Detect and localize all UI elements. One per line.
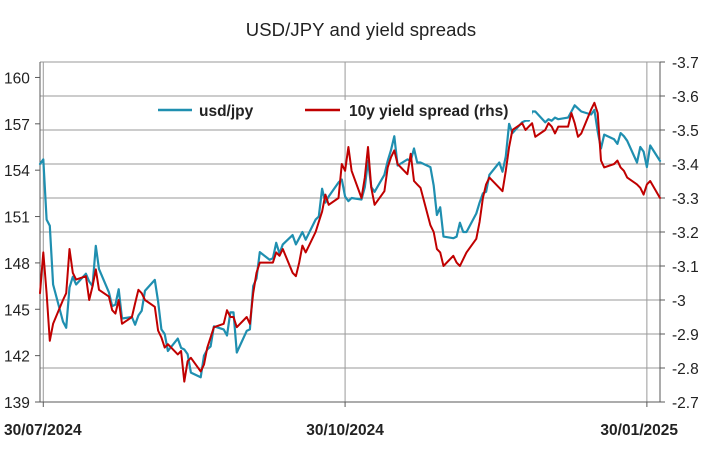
right-tick-label: -3.2 [672,225,699,242]
legend-label: 10y yield spread (rhs) [349,103,508,120]
right-tick-label: -2.7 [672,395,699,412]
left-tick-label: 142 [4,349,30,366]
left-tick-label: 139 [4,395,30,412]
legend-label: usd/jpy [199,103,254,120]
left-tick-label: 154 [4,163,30,180]
right-tick-label: -3 [672,293,686,310]
series-line-usd-jpy [38,104,662,379]
left-tick-label: 157 [4,117,30,134]
legend: usd/jpy 10y yield spread (rhs) [156,100,532,120]
right-tick-label: -2.8 [672,361,699,378]
axes: 139 142 145 148 151 154 157 160 -2.7 -2.8 -2.9 -3 -3… [4,55,699,439]
left-tick-label: 151 [4,210,30,227]
right-tick-label: -3.7 [672,55,699,72]
left-tick-label: 145 [4,302,30,319]
chart-title: USD/JPY and yield spreads [245,19,477,40]
right-tick-label: -2.9 [672,327,699,344]
x-tick-label: 30/01/2025 [600,422,678,439]
left-tick-label: 160 [4,70,30,87]
right-tick-label: -3.4 [672,157,699,174]
right-tick-label: -3.6 [672,89,699,106]
left-tick-label: 148 [4,256,30,273]
right-tick-label: -3.3 [672,191,699,208]
legend-background [156,100,267,120]
right-tick-label: -3.5 [672,123,699,140]
series-line-yield-spread [39,101,661,383]
x-tick-label: 30/10/2024 [306,422,384,439]
right-tick-label: -3.1 [672,259,699,276]
legend-background [303,100,532,120]
x-tick-label: 30/07/2024 [4,422,82,439]
series-lines [38,101,662,383]
